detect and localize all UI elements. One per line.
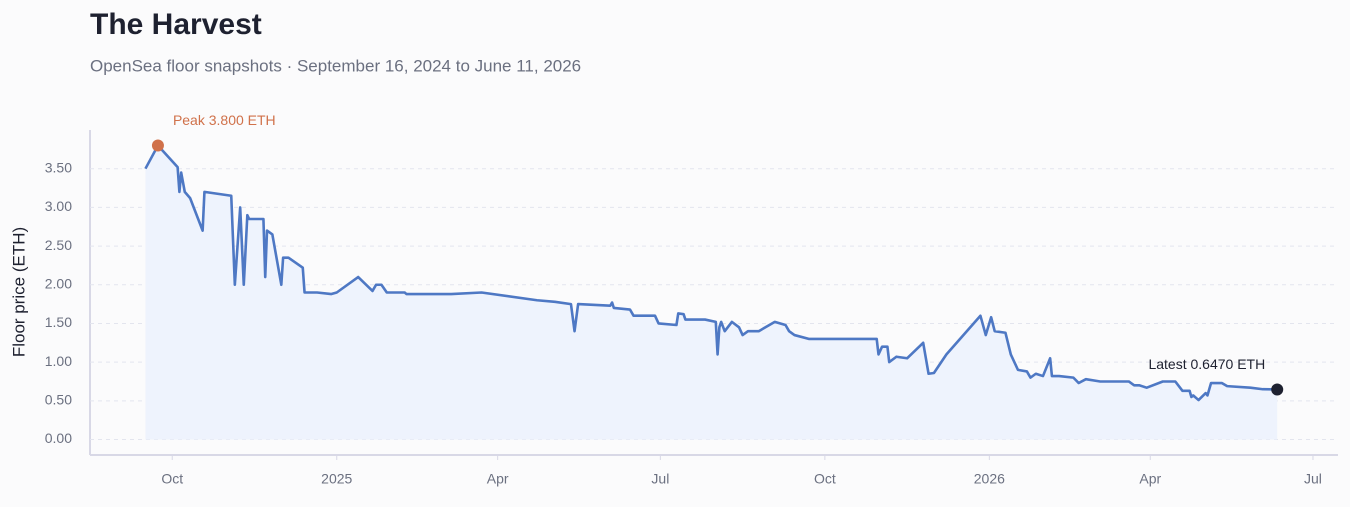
x-tick-label: 2026 bbox=[974, 471, 1005, 487]
x-tick-label: Apr bbox=[487, 471, 509, 487]
y-axis-label: Floor price (ETH) bbox=[9, 227, 28, 357]
y-tick-label: 0.00 bbox=[45, 430, 72, 446]
peak-marker bbox=[151, 139, 164, 152]
x-tick-label: 2025 bbox=[321, 471, 352, 487]
y-tick-label: 2.50 bbox=[45, 237, 72, 253]
y-tick-label: 3.50 bbox=[45, 159, 72, 175]
x-tick-label: Jul bbox=[651, 471, 669, 487]
line bbox=[144, 144, 1278, 402]
chart-subtitle: OpenSea floor snapshots · September 16, … bbox=[90, 56, 581, 75]
chart-title: The Harvest bbox=[90, 8, 262, 41]
area bbox=[145, 145, 1278, 440]
y-tick-label: 0.50 bbox=[45, 392, 72, 408]
latest-marker bbox=[1271, 383, 1284, 396]
peak-annotation: Peak 3.800 ETH bbox=[173, 112, 276, 128]
y-tick-label: 1.00 bbox=[45, 353, 72, 369]
x-tick-label: Jul bbox=[1304, 471, 1322, 487]
x-tick-label: Oct bbox=[814, 471, 836, 487]
y-tick-label: 3.00 bbox=[45, 198, 72, 214]
x-tick-label: Oct bbox=[161, 471, 183, 487]
y-tick-label: 1.50 bbox=[45, 314, 72, 330]
y-tick-label: 2.00 bbox=[45, 275, 72, 291]
x-tick-label: Apr bbox=[1139, 471, 1161, 487]
latest-annotation: Latest 0.6470 ETH bbox=[1148, 356, 1265, 372]
